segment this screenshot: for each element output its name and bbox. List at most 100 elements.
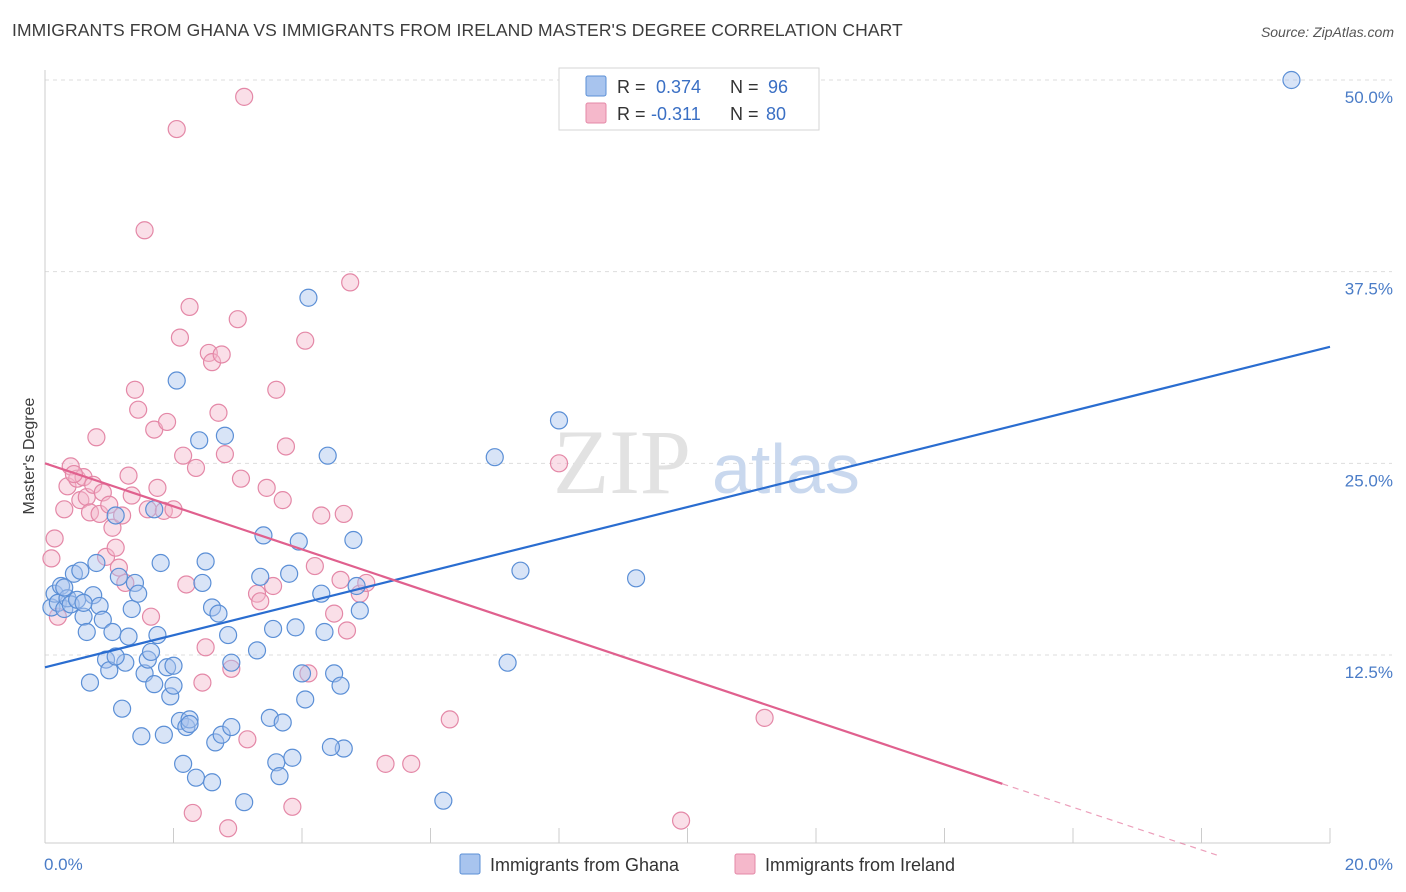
ghana-point-45: [190, 431, 209, 450]
ghana-point-26: [125, 573, 145, 593]
ireland-point-25: [135, 221, 154, 240]
ghana-point-69: [299, 288, 318, 307]
ireland-point-59: [276, 437, 296, 456]
ghana-point-82: [511, 561, 530, 580]
y-tick-label-3: 50.0%: [1345, 88, 1393, 107]
ghana-point-81: [498, 653, 517, 672]
ireland-point-34: [170, 328, 190, 347]
ghana-point-93: [106, 647, 125, 666]
ghana-point-4: [55, 599, 74, 619]
x-tick-label-max: 20.0%: [1345, 855, 1393, 874]
ireland-point-69: [341, 273, 360, 292]
ireland-point-62: [299, 664, 318, 683]
axes: [44, 70, 1331, 844]
ireland-point-67: [334, 504, 353, 524]
watermark-zip: ZIP: [553, 411, 691, 513]
x-tick-label-min: 0.0%: [44, 855, 83, 874]
ghana-point-91: [321, 737, 341, 757]
ghana-point-53: [219, 625, 238, 645]
ghana-point-84: [626, 569, 646, 588]
ghana-point-79: [434, 791, 453, 810]
grid-lines: [45, 79, 1392, 656]
ireland-point-39: [186, 458, 206, 478]
ghana-point-54: [222, 717, 241, 737]
ghana-point-94: [74, 593, 93, 612]
ireland-trend-line: [44, 462, 1003, 785]
ireland-point-65: [325, 604, 344, 623]
ireland-point-22: [119, 466, 138, 485]
legend-swatch-ireland: [585, 102, 607, 124]
ireland-point-64: [312, 506, 331, 525]
ghana-point-11: [77, 622, 96, 642]
ireland-point-41: [196, 638, 215, 657]
ireland-point-45: [212, 345, 231, 364]
ghana-point-65: [286, 618, 305, 637]
ireland-point-29: [148, 478, 167, 497]
ireland-points: [42, 87, 774, 838]
ghana-point-90: [263, 619, 283, 639]
tick-labels: 12.5% 25.0% 37.5% 50.0% 0.0% 20.0%: [44, 88, 1393, 874]
ghana-point-12: [80, 673, 100, 692]
y-axis-label: Master's Degree: [21, 397, 38, 514]
ireland-point-37: [180, 297, 199, 317]
bottom-legend-ireland: Immigrants from Ireland: [765, 855, 955, 875]
source-label: Source: ZipAtlas.com: [1260, 24, 1394, 40]
ireland-point-61: [296, 331, 315, 350]
legend-r-value-2: -0.311: [651, 104, 701, 124]
ghana-point-36: [157, 658, 177, 677]
ghana-point-39: [167, 371, 186, 390]
ireland-point-54: [251, 592, 270, 611]
ghana-point-9: [71, 561, 90, 580]
ireland-point-1: [45, 529, 64, 548]
ireland-trend-extension: [1002, 783, 1221, 857]
ireland-point-38: [183, 803, 202, 823]
ghana-point-23: [116, 653, 135, 672]
legend-r-label-2: R =: [617, 104, 646, 124]
trend-lines: [44, 345, 1331, 857]
ghana-point-92: [55, 578, 74, 597]
ghana-point-20: [106, 506, 125, 525]
ghana-point-80: [485, 448, 504, 467]
ireland-point-72: [376, 754, 395, 773]
ireland-point-73: [402, 754, 421, 773]
ireland-point-27: [141, 607, 161, 626]
ireland-point-26: [138, 500, 157, 519]
ghana-point-28: [132, 727, 151, 746]
ghana-point-85: [1282, 70, 1301, 90]
y-tick-label-0: 12.5%: [1345, 663, 1393, 682]
ireland-point-23: [125, 380, 145, 399]
legend-r-value-1: 0.374: [656, 77, 701, 97]
ghana-point-22: [112, 699, 132, 718]
ghana-point-62: [273, 713, 292, 732]
ireland-point-76: [671, 811, 691, 830]
ghana-point-87: [145, 500, 164, 519]
legend-n-value-1: 96: [768, 77, 788, 97]
ghana-points: [42, 70, 1301, 812]
correlation-legend: R = 0.374 N = 96 R = -0.311 N = 80: [558, 67, 820, 131]
ireland-point-68: [337, 621, 357, 640]
ghana-point-88: [164, 656, 183, 675]
ghana-point-41: [174, 754, 193, 773]
ireland-point-43: [202, 353, 222, 372]
ireland-point-46: [215, 445, 234, 464]
chart-title: IMMIGRANTS FROM GHANA VS IMMIGRANTS FROM…: [12, 20, 903, 40]
ghana-point-76: [344, 530, 363, 550]
ireland-point-66: [331, 570, 350, 589]
ireland-point-19: [109, 558, 128, 577]
legend-n-label-2: N =: [730, 104, 759, 124]
ghana-point-61: [270, 767, 289, 786]
ghana-point-89: [222, 653, 241, 672]
ireland-point-55: [257, 478, 276, 497]
ireland-point-24: [129, 400, 148, 419]
ghana-point-78: [350, 601, 369, 620]
ireland-point-16: [100, 495, 119, 514]
ghana-point-67: [292, 664, 312, 683]
ghana-point-37: [161, 687, 180, 706]
ghana-point-72: [318, 446, 337, 465]
ireland-point-77: [755, 708, 774, 727]
ireland-point-57: [267, 380, 286, 399]
ireland-point-60: [283, 797, 302, 816]
ghana-point-21: [109, 567, 128, 586]
ireland-point-56: [263, 576, 283, 596]
